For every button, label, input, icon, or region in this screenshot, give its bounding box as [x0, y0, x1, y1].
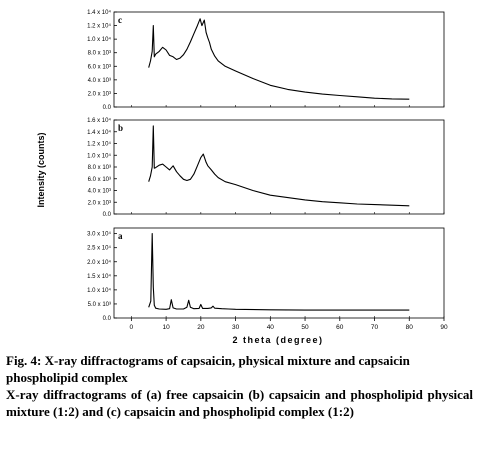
series-line-c [148, 18, 410, 100]
y-tick-label: 8.0 x 10³ [88, 165, 111, 171]
x-tick-label: 30 [232, 324, 240, 331]
y-tick-label: 1.6 x 10⁴ [87, 117, 111, 124]
y-tick-label: 2.0 x 10⁴ [87, 259, 111, 266]
series-line-a [148, 233, 410, 311]
y-tick-label: 1.4 x 10⁴ [87, 129, 111, 136]
y-tick-label: 1.4 x 10⁴ [87, 9, 111, 16]
y-tick-label: 6.0 x 10³ [88, 177, 111, 183]
y-tick-label: 1.0 x 10⁴ [87, 287, 111, 294]
panel-b: 0.0 2.0 x 10³ 4.0 x 10³ 6.0 x 10³ 8.0 x 10³ 1… [87, 117, 445, 218]
y-tick-label: 0.0 [103, 105, 112, 111]
y-axis-label: Intensity (counts) [36, 132, 46, 207]
panel-frame [113, 119, 445, 215]
y-tick-label: 3.0 x 10⁴ [87, 231, 111, 238]
panels-group: 0.0 2.0 x 10³ 4.0 x 10³ 6.0 x 10³ 8.0 x 10³ 1… [87, 9, 445, 322]
y-tick-label: 0.0 [103, 212, 112, 218]
y-tick-label: 1.0 x 10⁴ [87, 152, 111, 159]
caption-body: X-ray diffractograms of (a) free capsaic… [6, 387, 473, 419]
y-tick-label: 6.0 x 10³ [88, 64, 111, 70]
x-tick-label: 20 [197, 324, 205, 331]
x-axis-label: 2 theta (degree) [232, 335, 323, 345]
x-axis: 0 10 20 30 40 50 60 70 80 90 [130, 318, 448, 331]
xrd-figure: Intensity (counts) 2 theta (degree) 0.0 2… [36, 9, 448, 345]
y-tick-label: 1.0 x 10⁴ [87, 36, 111, 43]
y-tick-label: 1.2 x 10⁴ [87, 141, 111, 148]
y-tick-label: 2.0 x 10³ [88, 91, 111, 97]
caption-title: Fig. 4: X-ray diffractograms of capsaici… [6, 353, 410, 385]
y-tick-label: 2.0 x 10³ [88, 200, 111, 206]
panel-letter: c [118, 15, 122, 25]
x-tick-label: 90 [440, 324, 448, 331]
x-tick-label: 0 [130, 324, 134, 331]
x-tick-label: 70 [371, 324, 379, 331]
y-tick-label: 1.2 x 10⁴ [87, 23, 111, 30]
panel-frame [113, 11, 445, 108]
y-tick-label: 0.0 [103, 316, 112, 322]
x-tick-label: 50 [301, 324, 309, 331]
y-tick-label: 1.5 x 10⁴ [87, 273, 111, 280]
x-tick-label: 80 [406, 324, 414, 331]
x-tick-label: 10 [162, 324, 170, 331]
y-tick-label: 2.5 x 10⁴ [87, 245, 111, 252]
x-tick-label: 40 [267, 324, 275, 331]
figure-caption: Fig. 4: X-ray diffractograms of capsaici… [6, 352, 473, 420]
panel-frame [113, 227, 445, 319]
x-tick-label: 60 [336, 324, 344, 331]
panel-letter: b [118, 123, 123, 133]
y-tick-label: 4.0 x 10³ [88, 78, 111, 84]
panel-letter: a [118, 231, 123, 241]
panel-a: 0.0 5.0 x 10³ 1.0 x 10⁴ 1.5 x 10⁴ 2.0 x 10⁴ 2… [87, 227, 445, 322]
panel-c: 0.0 2.0 x 10³ 4.0 x 10³ 6.0 x 10³ 8.0 x 10³ 1… [87, 9, 445, 111]
series-line-b [148, 125, 410, 207]
y-tick-label: 5.0 x 10³ [88, 302, 111, 308]
y-tick-label: 8.0 x 10³ [88, 51, 111, 57]
y-tick-label: 4.0 x 10³ [88, 189, 111, 195]
